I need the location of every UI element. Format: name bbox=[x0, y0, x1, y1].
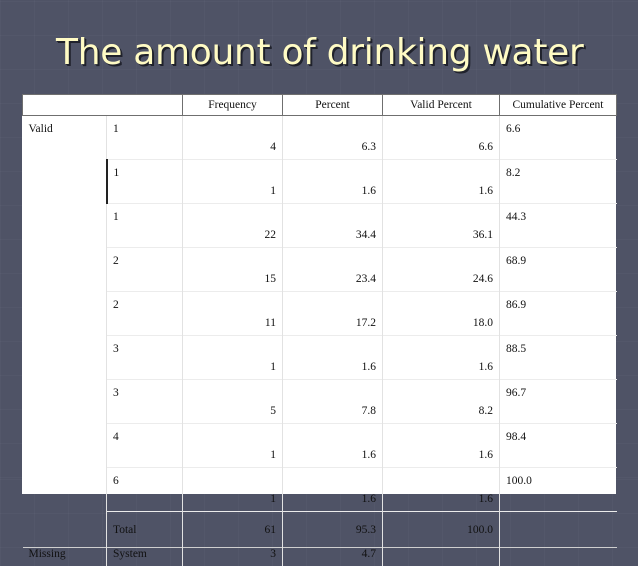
cell-cumulative-percent: 68.9 bbox=[500, 248, 617, 292]
cell-cumulative-percent: 96.7 bbox=[500, 380, 617, 424]
cell-valid-percent: 24.6 bbox=[383, 248, 500, 292]
cell-cumulative-percent: 86.9 bbox=[500, 292, 617, 336]
cell-percent: 1.6 bbox=[283, 424, 383, 468]
total-label: Total bbox=[107, 512, 183, 548]
row-value: 4 bbox=[107, 424, 183, 468]
missing-label: System bbox=[107, 548, 183, 566]
total-frequency: 61 bbox=[183, 512, 283, 548]
header-valid-percent: Valid Percent bbox=[383, 95, 500, 116]
missing-group-label: Missing bbox=[23, 548, 107, 566]
cell-frequency: 11 bbox=[183, 292, 283, 336]
cell-valid-percent: 1.6 bbox=[383, 468, 500, 512]
cell-percent: 23.4 bbox=[283, 248, 383, 292]
cell-cumulative-percent: 100.0 bbox=[500, 468, 617, 512]
row-value: 3 bbox=[107, 380, 183, 424]
table-header-row: Frequency Percent Valid Percent Cumulati… bbox=[23, 95, 617, 116]
missing-frequency: 3 bbox=[183, 548, 283, 566]
total-cumulative bbox=[500, 512, 617, 548]
total-group-label bbox=[23, 512, 107, 548]
row-value: 6 bbox=[107, 468, 183, 512]
row-value: 1 bbox=[107, 204, 183, 248]
row-value: 3 bbox=[107, 336, 183, 380]
cell-valid-percent: 18.0 bbox=[383, 292, 500, 336]
missing-percent: 4.7 bbox=[283, 548, 383, 566]
row-group-label bbox=[23, 248, 107, 292]
cell-percent: 34.4 bbox=[283, 204, 383, 248]
header-blank bbox=[23, 95, 183, 116]
row-group-label bbox=[23, 380, 107, 424]
header-frequency: Frequency bbox=[183, 95, 283, 116]
row-group-label bbox=[23, 160, 107, 204]
total-valid-percent: 100.0 bbox=[383, 512, 500, 548]
frequency-table-container: Frequency Percent Valid Percent Cumulati… bbox=[22, 94, 616, 494]
total-percent: 95.3 bbox=[283, 512, 383, 548]
cell-valid-percent: 36.1 bbox=[383, 204, 500, 248]
cell-cumulative-percent: 98.4 bbox=[500, 424, 617, 468]
cell-cumulative-percent: 88.5 bbox=[500, 336, 617, 380]
row-value: 2 bbox=[107, 292, 183, 336]
cell-percent: 17.2 bbox=[283, 292, 383, 336]
cell-valid-percent: 8.2 bbox=[383, 380, 500, 424]
cell-percent: 7.8 bbox=[283, 380, 383, 424]
row-group-label bbox=[23, 424, 107, 468]
cell-frequency: 22 bbox=[183, 204, 283, 248]
missing-cumulative bbox=[500, 548, 617, 566]
cell-percent: 1.6 bbox=[283, 160, 383, 204]
row-group-label bbox=[23, 468, 107, 512]
row-value: 1 bbox=[107, 116, 183, 160]
cell-valid-percent: 1.6 bbox=[383, 424, 500, 468]
cell-frequency: 15 bbox=[183, 248, 283, 292]
cell-frequency: 1 bbox=[183, 424, 283, 468]
cell-percent: 1.6 bbox=[283, 336, 383, 380]
header-cumulative-percent: Cumulative Percent bbox=[500, 95, 617, 116]
row-group-label bbox=[23, 204, 107, 248]
slide-title: The amount of drinking water bbox=[56, 32, 584, 73]
cell-cumulative-percent: 8.2 bbox=[500, 160, 617, 204]
row-value: 2 bbox=[107, 248, 183, 292]
cell-cumulative-percent: 6.6 bbox=[500, 116, 617, 160]
cell-frequency: 1 bbox=[183, 468, 283, 512]
missing-valid-percent bbox=[383, 548, 500, 566]
cell-valid-percent: 1.6 bbox=[383, 336, 500, 380]
cell-valid-percent: 6.6 bbox=[383, 116, 500, 160]
cell-valid-percent: 1.6 bbox=[383, 160, 500, 204]
cell-percent: 1.6 bbox=[283, 468, 383, 512]
cell-cumulative-percent: 44.3 bbox=[500, 204, 617, 248]
frequency-table: Frequency Percent Valid Percent Cumulati… bbox=[22, 94, 617, 566]
row-group-label: Valid bbox=[23, 116, 107, 160]
header-percent: Percent bbox=[283, 95, 383, 116]
cell-frequency: 5 bbox=[183, 380, 283, 424]
cell-frequency: 1 bbox=[183, 336, 283, 380]
row-value: 1 bbox=[107, 160, 183, 204]
cell-frequency: 4 bbox=[183, 116, 283, 160]
row-group-label bbox=[23, 336, 107, 380]
cell-percent: 6.3 bbox=[283, 116, 383, 160]
row-group-label bbox=[23, 292, 107, 336]
cell-frequency: 1 bbox=[183, 160, 283, 204]
